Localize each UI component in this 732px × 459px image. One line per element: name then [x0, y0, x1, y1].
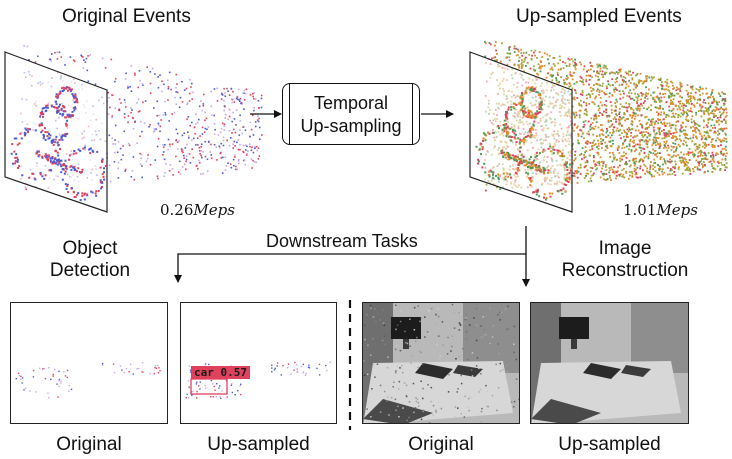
detection-original-panel — [10, 302, 168, 424]
process-label: Temporal Up-sampling — [283, 92, 419, 138]
downstream-tasks-label: Downstream Tasks — [266, 231, 418, 251]
object-detection-label: Object Detection — [30, 238, 150, 282]
detection-upsampled-panel: car 0.57 — [180, 302, 337, 424]
temporal-upsampling-box: Temporal Up-sampling — [282, 83, 420, 145]
process-label-line1: Temporal — [313, 93, 389, 113]
image-reconstruction-line2: Reconstruction — [561, 260, 689, 281]
reconstruction-original-panel — [362, 302, 520, 424]
caption-detection-upsampled: Up-sampled — [207, 434, 310, 455]
image-reconstruction-label: Image Reconstruction — [545, 238, 705, 282]
object-detection-line2: Detection — [49, 260, 131, 281]
reconstruction-upsampled-image — [531, 303, 688, 423]
original-event-plane — [4, 51, 108, 213]
caption-detection-original: Original — [56, 434, 122, 455]
upsampled-rate-unit: Meps — [656, 201, 698, 219]
detection-bounding-box — [190, 378, 228, 395]
caption-reconstruction-upsampled: Up-sampled — [558, 434, 661, 455]
caption-reconstruction-original: Original — [408, 434, 474, 455]
process-label-line2: Up-sampling — [300, 116, 402, 136]
original-rate-value: 0.26 — [160, 201, 194, 219]
detection-original-events — [15, 362, 161, 399]
process-inner-rails — [289, 84, 413, 144]
upsampled-event-rate: 1.01Meps — [623, 201, 698, 219]
detection-upsampled-events — [185, 361, 331, 400]
reconstruction-upsampled-panel — [530, 302, 689, 424]
original-bike-sketch — [10, 86, 107, 202]
original-event-rate: 0.26Meps — [160, 201, 235, 219]
original-events-title: Original Events — [62, 6, 191, 27]
reconstruction-original-image — [363, 303, 519, 423]
object-detection-line1: Object — [62, 238, 118, 259]
upsampled-bike-sketch — [475, 86, 573, 201]
original-rate-unit: Meps — [193, 201, 235, 219]
detection-tag: car 0.57 — [191, 366, 250, 379]
upsampled-events-title: Up-sampled Events — [516, 6, 682, 27]
upsampled-event-plane — [469, 51, 573, 213]
image-reconstruction-line1: Image — [598, 238, 652, 259]
downstream-connector — [174, 226, 527, 283]
upsampled-rate-value: 1.01 — [623, 201, 657, 219]
